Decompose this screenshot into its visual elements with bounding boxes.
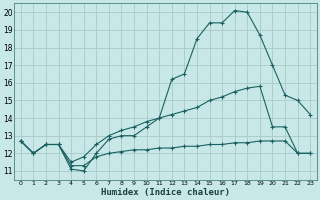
X-axis label: Humidex (Indice chaleur): Humidex (Indice chaleur) (101, 188, 230, 197)
